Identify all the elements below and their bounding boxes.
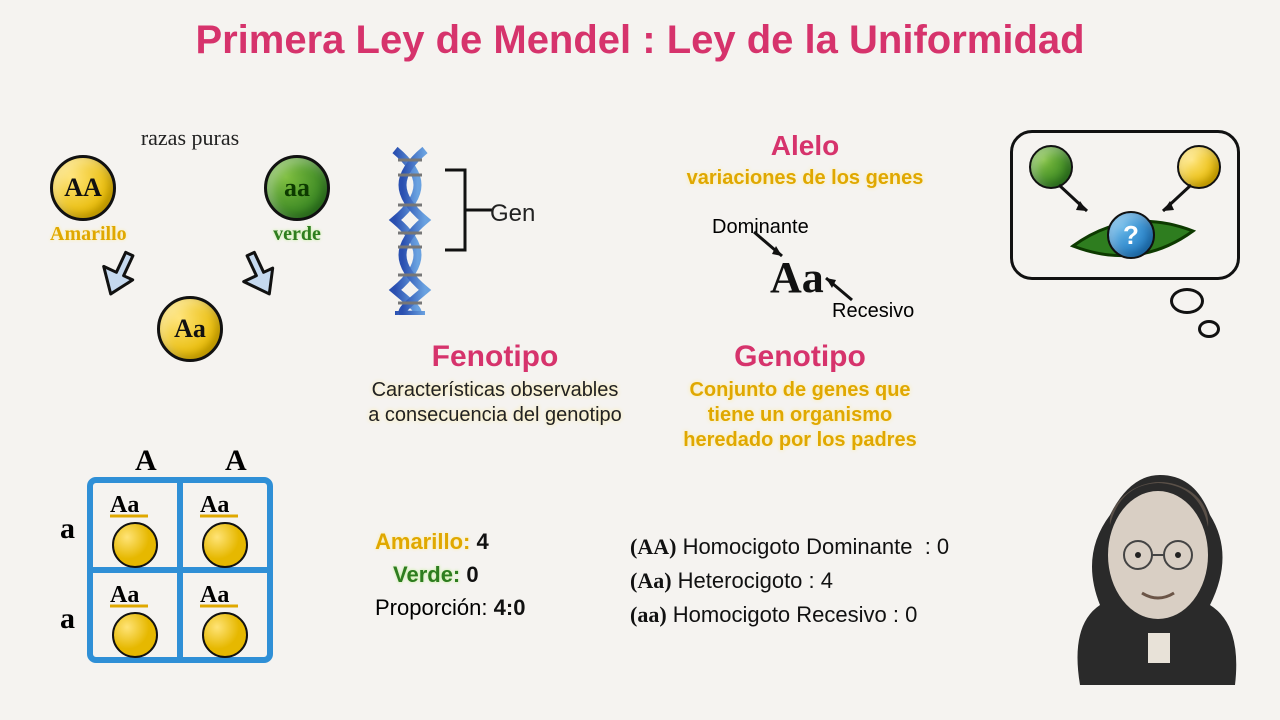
bubble-question-pea: ? bbox=[1107, 211, 1155, 259]
fenotipo-heading: Fenotipo bbox=[345, 340, 645, 374]
count-verde-label: Verde: bbox=[393, 562, 460, 587]
alelo-aa-diagram: Dominante Aa Recesivo bbox=[660, 210, 920, 330]
count-amarillo-value: 4 bbox=[476, 529, 488, 554]
genotipo-desc-3: heredado por los padres bbox=[640, 428, 960, 453]
punnett-row-1: a bbox=[60, 602, 75, 635]
page-title: Primera Ley de Mendel : Ley de la Unifor… bbox=[0, 18, 1280, 63]
svg-text:Aa: Aa bbox=[110, 582, 139, 608]
gc-0-lbl: Homocigoto Dominante bbox=[683, 534, 913, 559]
gc-0-val: 0 bbox=[937, 534, 949, 559]
parent-yellow-pea: AA bbox=[50, 155, 116, 221]
gc-1-lbl: Heterocigoto bbox=[678, 568, 803, 593]
punnett-cell-1: Aa bbox=[200, 492, 247, 567]
dna-icon bbox=[380, 145, 440, 320]
genotipo-desc-2: tiene un organismo bbox=[640, 403, 960, 428]
genotipo-block: Genotipo Conjunto de genes que tiene un … bbox=[640, 340, 960, 453]
gc-0-sym: (AA) bbox=[630, 534, 676, 559]
punnett-col-0: A bbox=[135, 444, 157, 477]
gc-1-sym: (Aa) bbox=[630, 568, 672, 593]
parent-yellow-label: Amarillo bbox=[50, 223, 127, 246]
genotype-counts: (AA) Homocigoto Dominante : 0 (Aa) Heter… bbox=[630, 530, 949, 632]
punnett-cell-3: Aa bbox=[200, 582, 247, 657]
parent-green-label: verde bbox=[264, 223, 330, 246]
punnett-row-0: a bbox=[60, 512, 75, 545]
genotipo-heading: Genotipo bbox=[640, 340, 960, 374]
pure-breeds-label: razas puras bbox=[50, 125, 330, 151]
phenotype-counts: Amarillo: 4 Verde: 0 Proporción: 4:0 bbox=[375, 525, 525, 624]
offspring-pea: Aa bbox=[157, 296, 223, 362]
arrow-down-left-icon bbox=[96, 248, 144, 300]
gc-2-lbl: Homocigoto Recesivo bbox=[673, 602, 887, 627]
gc-2-val: 0 bbox=[905, 602, 917, 627]
count-verde-value: 0 bbox=[466, 562, 478, 587]
alelo-pair: Aa bbox=[770, 252, 824, 303]
punnett-cell-0: Aa bbox=[110, 492, 157, 567]
fenotipo-block: Fenotipo Características observables a c… bbox=[345, 340, 645, 428]
punnett-col-1: A bbox=[225, 444, 247, 477]
alelo-heading: Alelo bbox=[640, 130, 970, 162]
parent-green-pea: aa bbox=[264, 155, 330, 221]
bubble-dot-2-icon bbox=[1198, 320, 1220, 338]
count-prop-value: 4:0 bbox=[494, 595, 526, 620]
svg-text:Aa: Aa bbox=[200, 582, 229, 608]
gen-label: Gen bbox=[490, 200, 535, 228]
punnett-square: A A a a Aa Aa Aa Aa bbox=[40, 440, 280, 685]
alelo-desc: variaciones de los genes bbox=[640, 166, 970, 191]
fenotipo-desc-2: a consecuencia del genotipo bbox=[345, 403, 645, 428]
svg-text:Aa: Aa bbox=[200, 492, 229, 518]
count-amarillo-label: Amarillo: bbox=[375, 529, 470, 554]
gc-2-sym: (aa) bbox=[630, 602, 667, 627]
fenotipo-desc-1: Características observables bbox=[345, 378, 645, 403]
bubble-dot-1-icon bbox=[1170, 288, 1204, 314]
gc-1-val: 4 bbox=[821, 568, 833, 593]
punnett-cell-2: Aa bbox=[110, 582, 157, 657]
genotipo-desc-1: Conjunto de genes que bbox=[640, 378, 960, 403]
thought-bubble: ? bbox=[1010, 130, 1240, 280]
mendel-portrait bbox=[1060, 455, 1250, 690]
recessive-label: Recesivo bbox=[832, 300, 914, 323]
svg-text:Aa: Aa bbox=[110, 492, 139, 518]
alelo-block: Alelo variaciones de los genes bbox=[640, 130, 970, 191]
count-prop-label: Proporción: bbox=[375, 595, 488, 620]
arrow-down-right-icon bbox=[236, 248, 284, 300]
cross-diagram: razas puras AA Amarillo aa verde Aa bbox=[50, 125, 330, 362]
